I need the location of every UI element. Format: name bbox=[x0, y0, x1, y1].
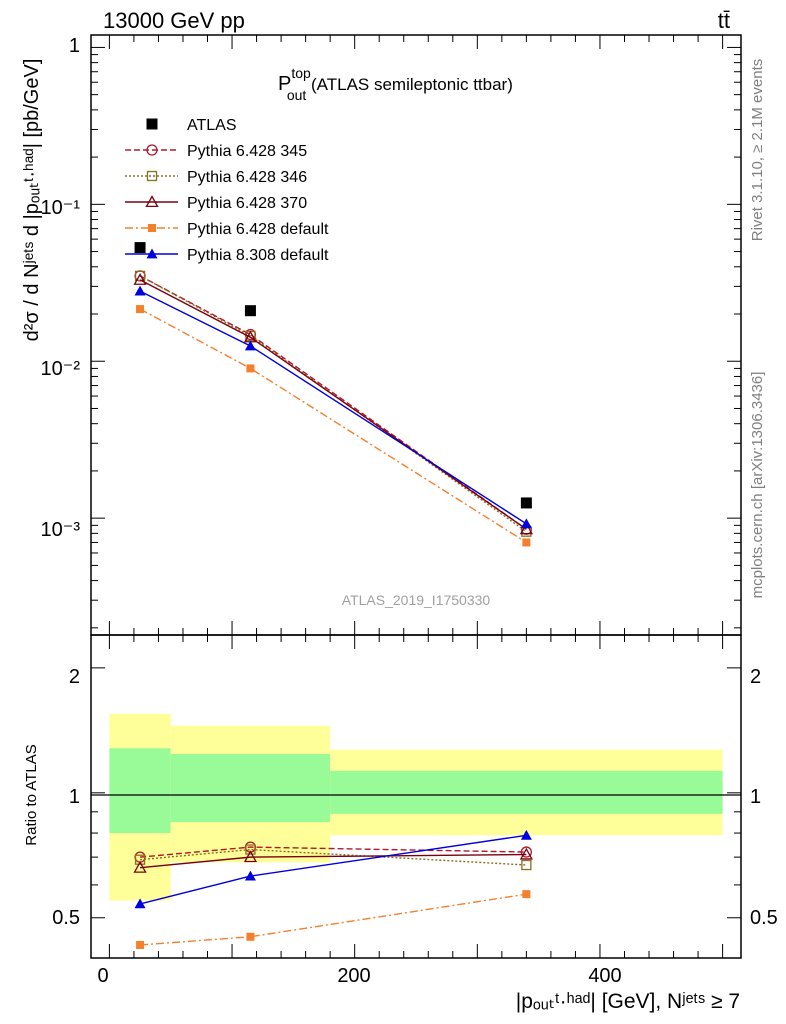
ratio-data-point bbox=[133, 860, 147, 873]
data-point bbox=[134, 285, 146, 296]
ratio-uncertainty-bands bbox=[109, 713, 723, 901]
main-panel-ticks bbox=[91, 35, 741, 635]
ratio-ytick-label: 1 bbox=[69, 786, 80, 808]
legend-label: Pythia 6.428 default bbox=[187, 221, 329, 238]
series-line bbox=[139, 275, 527, 533]
legend-marker bbox=[146, 248, 158, 259]
data-point bbox=[519, 522, 533, 535]
header-energy-label: 13000 GeV pp bbox=[103, 8, 245, 33]
ratio-data-point bbox=[246, 932, 255, 941]
legend-label: Pythia 8.308 default bbox=[187, 247, 329, 264]
data-point bbox=[133, 273, 147, 285]
ratio-ytick-label: 2 bbox=[69, 666, 80, 688]
data-point bbox=[520, 497, 532, 509]
data-point bbox=[522, 538, 531, 547]
ratio-series-line bbox=[139, 846, 527, 858]
main-ytick-label: 10⁻¹ bbox=[41, 197, 81, 219]
xaxis-label: |pₒᵤₜᵗ·ʰᵃᵈ| [GeV], Nʲᵉᵗˢ ≥ 7 bbox=[516, 990, 740, 1013]
series-line bbox=[139, 279, 527, 530]
main-ytick-label: 10⁻² bbox=[41, 358, 81, 380]
main-ytick-label: 10⁻³ bbox=[41, 519, 81, 541]
legend-label: ATLAS bbox=[187, 117, 237, 134]
legend-label: Pythia 6.428 345 bbox=[187, 143, 307, 160]
ratio-data-point bbox=[520, 829, 532, 840]
legend-marker bbox=[146, 170, 158, 182]
legend-marker bbox=[146, 118, 158, 130]
ratio-inner-band bbox=[330, 770, 723, 814]
legend-marker bbox=[145, 195, 159, 208]
ratio-ytick-label-right: 2 bbox=[750, 666, 761, 688]
series-line bbox=[139, 308, 527, 544]
ratio-data-point bbox=[134, 898, 146, 909]
main-ytick-label: 1 bbox=[69, 35, 80, 57]
ratio-data-point bbox=[134, 854, 146, 865]
ratio-ytick-label-right: 1 bbox=[750, 786, 761, 808]
plot-title: Ptop out (ATLAS semileptonic ttbar) bbox=[278, 65, 513, 103]
ratio-ytick-label-right: 0.5 bbox=[750, 907, 778, 929]
ratio-panel-frame bbox=[90, 634, 742, 959]
ratio-panel-series bbox=[133, 829, 533, 949]
ratio-data-point bbox=[519, 847, 533, 860]
xtick-label: 200 bbox=[337, 965, 370, 987]
header-process-label: tt̄ bbox=[718, 8, 730, 33]
ratio-data-point bbox=[521, 859, 532, 871]
ratio-ytick-label: 0.5 bbox=[52, 907, 80, 929]
ratio-inner-band bbox=[109, 748, 171, 834]
ratio-data-point bbox=[243, 850, 258, 863]
analysis-id-label: ATLAS_2019_I1750330 bbox=[342, 592, 491, 608]
legend-marker bbox=[148, 224, 156, 232]
ratio-data-point bbox=[136, 940, 145, 949]
ratio-series-line bbox=[140, 893, 527, 946]
data-point bbox=[134, 242, 146, 254]
legend: ATLAS Pythia 6.428 345 Pythia 6.428 346 Pyt… bbox=[125, 117, 329, 264]
data-point bbox=[246, 364, 255, 373]
main-yaxis-label: d²σ / d Nʲᵉᵗˢ d |pₒᵤₜᵗ·ʰᵃᵈ| [pb/GeV] bbox=[21, 59, 43, 342]
xtick-label: 0 bbox=[97, 965, 108, 987]
ratio-yaxis-label: Ratio to ATLAS bbox=[23, 744, 40, 845]
ratio-panel-ticks bbox=[91, 635, 741, 959]
main-panel: ATLAS Pythia 6.428 345 Pythia 6.428 346 Pyt… bbox=[21, 34, 742, 636]
data-point bbox=[244, 340, 256, 351]
ratio-data-point bbox=[245, 844, 256, 855]
ratio-series-line bbox=[139, 848, 527, 866]
legend-label: Pythia 6.428 346 bbox=[187, 169, 307, 186]
rivet-version-label: Rivet 3.1.10, ≥ 2.1M events bbox=[749, 59, 766, 242]
ratio-data-point bbox=[520, 846, 533, 858]
ratio-series-line bbox=[139, 853, 527, 869]
xtick-label: 400 bbox=[588, 965, 621, 987]
legend-marker bbox=[146, 144, 158, 156]
mcplots-credit-label: mcplots.cern.ch [arXiv:1306.3436] bbox=[749, 372, 766, 599]
main-panel-series bbox=[133, 242, 533, 547]
ratio-panel: 2 1 0.5 2 1 0.5 Ratio to ATLAS bbox=[23, 634, 778, 959]
ratio-inner-band bbox=[170, 754, 331, 823]
data-point bbox=[136, 305, 145, 314]
ratio-data-point bbox=[522, 890, 531, 899]
ratio-data-point bbox=[244, 870, 256, 881]
legend-label: Pythia 6.428 370 bbox=[187, 195, 307, 212]
data-point bbox=[244, 305, 256, 317]
data-point bbox=[520, 518, 532, 529]
